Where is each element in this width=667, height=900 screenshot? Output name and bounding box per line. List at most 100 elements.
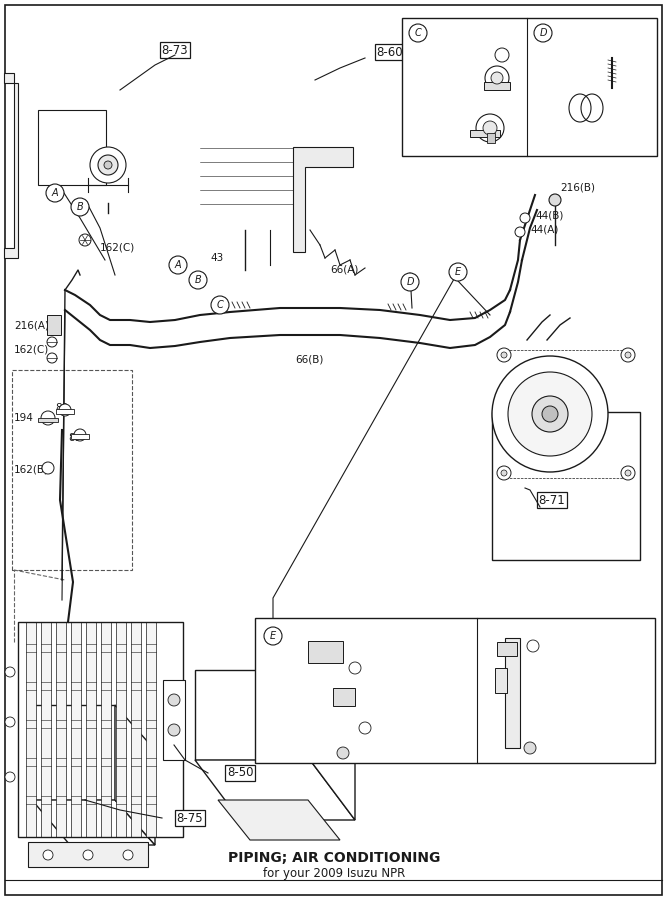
Text: C: C bbox=[415, 28, 422, 38]
Circle shape bbox=[349, 662, 361, 674]
Polygon shape bbox=[195, 760, 355, 820]
Text: 35: 35 bbox=[313, 746, 327, 756]
Circle shape bbox=[104, 161, 112, 169]
Circle shape bbox=[449, 263, 467, 281]
Text: 5(B): 5(B) bbox=[582, 41, 606, 51]
Text: 194: 194 bbox=[14, 413, 34, 423]
Polygon shape bbox=[115, 705, 155, 845]
Polygon shape bbox=[4, 73, 18, 258]
Circle shape bbox=[169, 256, 187, 274]
Text: 194: 194 bbox=[467, 31, 488, 41]
Text: 7(B): 7(B) bbox=[532, 678, 556, 688]
Text: 8-60: 8-60 bbox=[377, 46, 404, 58]
Circle shape bbox=[534, 24, 552, 42]
Bar bbox=[71, 434, 89, 439]
Text: 8-50: 8-50 bbox=[227, 767, 253, 779]
Bar bbox=[38, 418, 58, 422]
Circle shape bbox=[47, 353, 57, 363]
Text: A: A bbox=[51, 188, 58, 198]
Text: D: D bbox=[539, 28, 547, 38]
Text: 162(A): 162(A) bbox=[532, 635, 570, 645]
Polygon shape bbox=[32, 800, 155, 845]
Text: 216(A): 216(A) bbox=[14, 320, 49, 330]
Polygon shape bbox=[492, 412, 640, 560]
Text: 162(A): 162(A) bbox=[355, 651, 392, 661]
Bar bbox=[131, 622, 141, 837]
Circle shape bbox=[524, 742, 536, 754]
Circle shape bbox=[497, 348, 511, 362]
Circle shape bbox=[211, 296, 229, 314]
Bar bbox=[255, 618, 655, 763]
Polygon shape bbox=[195, 670, 310, 760]
Circle shape bbox=[625, 470, 631, 476]
Bar bbox=[41, 622, 51, 837]
Text: B: B bbox=[77, 202, 83, 212]
Circle shape bbox=[83, 850, 93, 860]
Circle shape bbox=[401, 273, 419, 291]
Polygon shape bbox=[32, 705, 115, 800]
Text: 162(A): 162(A) bbox=[562, 63, 600, 73]
Circle shape bbox=[549, 194, 561, 206]
Circle shape bbox=[359, 722, 371, 734]
Circle shape bbox=[501, 470, 507, 476]
Circle shape bbox=[497, 466, 511, 480]
Bar bbox=[56, 622, 66, 837]
Circle shape bbox=[532, 396, 568, 432]
Circle shape bbox=[337, 747, 349, 759]
Circle shape bbox=[42, 462, 54, 474]
Text: 162(C): 162(C) bbox=[100, 242, 135, 252]
Circle shape bbox=[41, 411, 55, 425]
Text: 56(A): 56(A) bbox=[440, 58, 470, 68]
Bar bbox=[333, 688, 355, 706]
Circle shape bbox=[168, 694, 180, 706]
Text: E: E bbox=[455, 267, 461, 277]
Circle shape bbox=[264, 627, 282, 645]
Text: 8-71: 8-71 bbox=[539, 493, 566, 507]
Circle shape bbox=[47, 337, 57, 347]
Text: for your 2009 Isuzu NPR: for your 2009 Isuzu NPR bbox=[263, 867, 405, 879]
Circle shape bbox=[189, 271, 207, 289]
Circle shape bbox=[621, 348, 635, 362]
Text: 89: 89 bbox=[55, 403, 68, 413]
Bar bbox=[308, 641, 343, 663]
Text: 44(A): 44(A) bbox=[530, 225, 558, 235]
Text: 7(A): 7(A) bbox=[283, 685, 307, 695]
Circle shape bbox=[59, 404, 71, 416]
Bar bbox=[487, 133, 495, 143]
Bar bbox=[28, 842, 148, 867]
Bar bbox=[495, 668, 507, 693]
Text: 162(A): 162(A) bbox=[355, 731, 392, 741]
Bar bbox=[402, 18, 657, 156]
Circle shape bbox=[621, 466, 635, 480]
Bar bbox=[38, 110, 106, 185]
Bar bbox=[56, 409, 74, 414]
Text: 44(B): 44(B) bbox=[535, 210, 564, 220]
Text: 56(C): 56(C) bbox=[335, 631, 366, 641]
Text: A: A bbox=[175, 260, 181, 270]
Circle shape bbox=[492, 356, 608, 472]
Polygon shape bbox=[218, 800, 340, 840]
Circle shape bbox=[409, 24, 427, 42]
Text: 8-73: 8-73 bbox=[161, 43, 188, 57]
Text: B: B bbox=[195, 275, 201, 285]
Circle shape bbox=[90, 147, 126, 183]
Bar bbox=[470, 130, 500, 137]
Text: 5(A): 5(A) bbox=[330, 711, 354, 721]
Bar bbox=[505, 638, 520, 748]
Circle shape bbox=[515, 227, 525, 237]
Bar bbox=[26, 622, 36, 837]
Circle shape bbox=[625, 352, 631, 358]
Circle shape bbox=[43, 850, 53, 860]
Bar bbox=[18, 622, 183, 837]
Circle shape bbox=[542, 406, 558, 422]
Text: 43: 43 bbox=[210, 253, 223, 263]
Circle shape bbox=[5, 717, 15, 727]
Circle shape bbox=[71, 198, 89, 216]
Circle shape bbox=[123, 850, 133, 860]
Text: C: C bbox=[217, 300, 223, 310]
Text: 89: 89 bbox=[68, 433, 81, 443]
Text: 56(B): 56(B) bbox=[420, 85, 450, 95]
Circle shape bbox=[520, 213, 530, 223]
Bar bbox=[86, 622, 96, 837]
Circle shape bbox=[5, 667, 15, 677]
